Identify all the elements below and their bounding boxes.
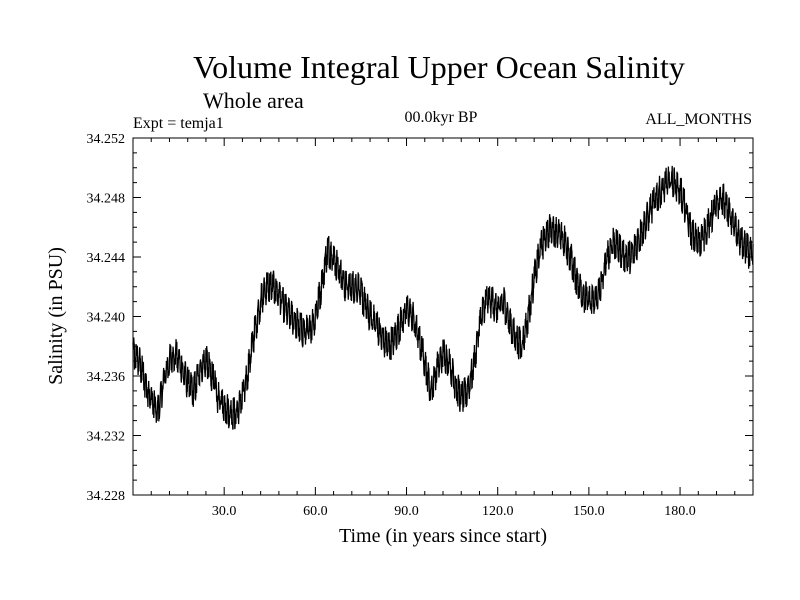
y-tick-label: 34.228 [87,489,126,504]
x-tick-label: 150.0 [573,504,605,519]
y-tick-label: 34.236 [87,370,126,385]
period-label: 00.0kyr BP [405,109,478,126]
y-tick-label: 34.252 [87,132,126,147]
y-axis-label: Salinity (in PSU) [45,247,67,385]
x-axis-label: Time (in years since start) [339,525,547,547]
x-tick-label: 30.0 [212,504,237,519]
salinity-series-line [132,165,754,430]
months-label: ALL_MONTHS [645,111,752,128]
y-tick-label: 34.248 [87,192,126,207]
y-tick-label: 34.244 [87,251,126,266]
x-tick-label: 180.0 [664,504,696,519]
y-tick-label: 34.232 [87,430,126,445]
axis-ticks: 34.228 34.232 34.236 34.240 34.244 34.248 34.2… [87,132,753,519]
x-tick-label: 90.0 [394,504,419,519]
experiment-label: Expt = temja1 [133,115,224,132]
x-tick-label: 60.0 [303,504,328,519]
chart-subtitle: Whole area [203,88,304,113]
x-tick-label: 120.0 [482,504,514,519]
plot-area [132,137,754,496]
chart-title: Volume Integral Upper Ocean Salinity [193,49,685,85]
y-tick-label: 34.240 [87,311,126,326]
